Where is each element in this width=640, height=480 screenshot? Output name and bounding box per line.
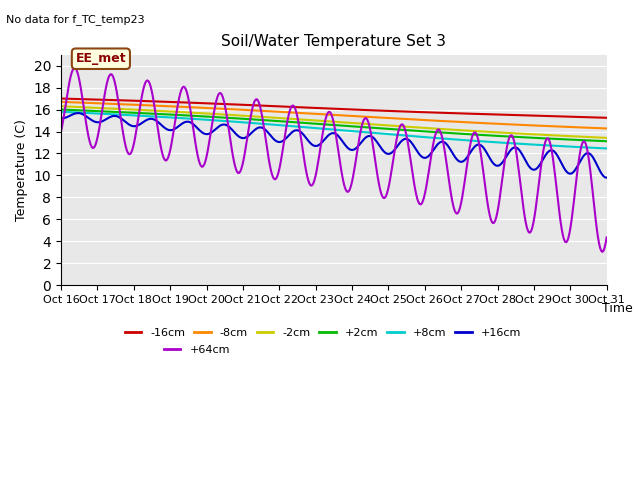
-8cm xyxy=(353,113,360,119)
-16cm xyxy=(57,96,65,101)
+16cm xyxy=(317,140,325,146)
Text: EE_met: EE_met xyxy=(76,52,126,65)
+8cm xyxy=(382,131,390,137)
+8cm xyxy=(57,109,65,115)
Line: -8cm: -8cm xyxy=(61,102,607,129)
+8cm xyxy=(603,145,611,151)
+16cm xyxy=(506,149,513,155)
+16cm xyxy=(383,151,390,156)
-8cm xyxy=(589,125,597,131)
-16cm xyxy=(589,114,597,120)
Text: No data for f_TC_temp23: No data for f_TC_temp23 xyxy=(6,14,145,25)
-8cm xyxy=(382,115,390,121)
+8cm xyxy=(353,129,360,134)
-16cm xyxy=(353,107,360,112)
Line: +64cm: +64cm xyxy=(61,68,607,252)
+2cm xyxy=(603,138,611,144)
Legend: +64cm: +64cm xyxy=(159,341,234,360)
Line: +8cm: +8cm xyxy=(61,112,607,148)
-2cm xyxy=(319,118,327,124)
-16cm xyxy=(382,108,390,114)
-8cm xyxy=(316,111,324,117)
-8cm xyxy=(57,99,65,105)
-2cm xyxy=(504,130,512,136)
Line: +16cm: +16cm xyxy=(61,113,607,178)
-2cm xyxy=(603,135,611,141)
Line: +2cm: +2cm xyxy=(61,109,607,141)
+2cm xyxy=(589,138,597,144)
+16cm xyxy=(321,137,328,143)
+2cm xyxy=(382,126,390,132)
+64cm xyxy=(321,120,328,126)
Title: Soil/Water Temperature Set 3: Soil/Water Temperature Set 3 xyxy=(221,34,446,49)
-16cm xyxy=(319,106,327,111)
-8cm xyxy=(504,121,512,127)
+8cm xyxy=(319,126,327,132)
+2cm xyxy=(504,133,512,139)
X-axis label: Time: Time xyxy=(602,301,633,314)
-8cm xyxy=(319,111,327,117)
+64cm xyxy=(70,65,78,71)
-8cm xyxy=(603,126,611,132)
+64cm xyxy=(57,129,65,134)
+16cm xyxy=(603,175,611,180)
+16cm xyxy=(353,144,361,150)
+64cm xyxy=(506,135,513,141)
+8cm xyxy=(589,145,597,151)
-2cm xyxy=(353,120,360,126)
-16cm xyxy=(316,105,324,111)
-2cm xyxy=(316,118,324,124)
+64cm xyxy=(317,140,325,145)
+2cm xyxy=(57,107,65,112)
+2cm xyxy=(319,121,327,127)
-2cm xyxy=(589,134,597,140)
Line: -16cm: -16cm xyxy=(61,98,607,118)
Y-axis label: Temperature (C): Temperature (C) xyxy=(15,119,28,221)
+2cm xyxy=(316,121,324,127)
Line: -2cm: -2cm xyxy=(61,106,607,138)
+16cm xyxy=(591,157,598,163)
+64cm xyxy=(353,148,361,154)
+2cm xyxy=(353,124,360,130)
+16cm xyxy=(57,115,65,121)
+64cm xyxy=(591,207,598,213)
-2cm xyxy=(382,122,390,128)
+16cm xyxy=(75,110,83,116)
-16cm xyxy=(504,112,512,118)
+64cm xyxy=(598,249,606,255)
+64cm xyxy=(603,235,611,240)
+64cm xyxy=(383,191,390,197)
-2cm xyxy=(57,103,65,109)
+8cm xyxy=(504,140,512,146)
+8cm xyxy=(316,126,324,132)
-16cm xyxy=(603,115,611,120)
